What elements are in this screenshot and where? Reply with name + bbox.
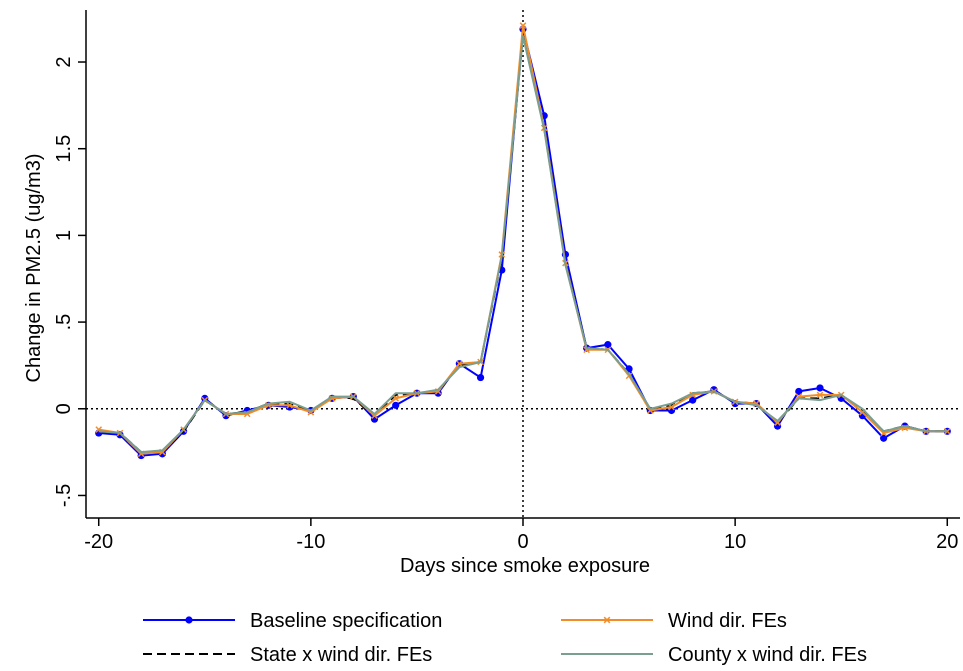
y-tick-label-4: 1.5 bbox=[53, 135, 75, 163]
legend-label-1: Wind dir. FEs bbox=[668, 610, 787, 632]
baseline-point-37 bbox=[880, 434, 888, 442]
y-tick-label-2: .5 bbox=[53, 314, 75, 331]
legend-item-2: State x wind dir. FEs bbox=[143, 644, 432, 666]
x-tick-label-1: -10 bbox=[296, 531, 325, 553]
legend-label-0: Baseline specification bbox=[250, 610, 442, 632]
axes: -20 -10 0 10 20 -.5 0 .5 1 1.5 2 bbox=[53, 10, 960, 553]
y-tick-label-0: -.5 bbox=[53, 484, 75, 507]
baseline-point-33 bbox=[795, 387, 803, 396]
baseline-point-34 bbox=[816, 384, 824, 392]
y-axis-title: Change in PM2.5 (ug/m3) bbox=[23, 153, 45, 382]
y-tick-label-5: 2 bbox=[53, 56, 75, 67]
wind-fe-point-32 bbox=[774, 419, 781, 426]
legend-item-1: Wind dir. FEs bbox=[561, 610, 787, 632]
wind-fe-point-13 bbox=[371, 412, 378, 420]
x-tick-label-0: -20 bbox=[84, 531, 113, 553]
baseline-point-24 bbox=[604, 341, 612, 349]
wind-fe-point-34 bbox=[816, 391, 824, 399]
y-tick-label-1: 0 bbox=[53, 403, 75, 414]
wind-fe-point-17 bbox=[456, 360, 463, 368]
wind-fe-point-20 bbox=[519, 22, 527, 29]
baseline-point-14 bbox=[392, 401, 400, 409]
series-line-3 bbox=[98, 35, 948, 454]
x-tick-label-4: 20 bbox=[936, 531, 958, 553]
legend-item-3: County x wind dir. FEs bbox=[561, 644, 867, 666]
wind-fe-point-14 bbox=[392, 395, 400, 402]
x-tick-label-3: 10 bbox=[724, 531, 746, 553]
x-axis-title: Days since smoke exposure bbox=[400, 555, 650, 577]
baseline-point-18 bbox=[476, 373, 485, 382]
baseline-point-28 bbox=[689, 396, 697, 404]
legend-label-3: County x wind dir. FEs bbox=[668, 644, 867, 666]
legend-label-2: State x wind dir. FEs bbox=[250, 644, 432, 666]
wind-fe-point-27 bbox=[668, 403, 675, 411]
legend: Baseline specification Wind dir. FEs State… bbox=[143, 610, 867, 666]
y-tick-label-3: 1 bbox=[53, 230, 75, 241]
legend-item-0: Baseline specification bbox=[143, 610, 442, 632]
plot-area bbox=[86, 10, 960, 518]
x-tick-label-2: 0 bbox=[517, 531, 528, 553]
